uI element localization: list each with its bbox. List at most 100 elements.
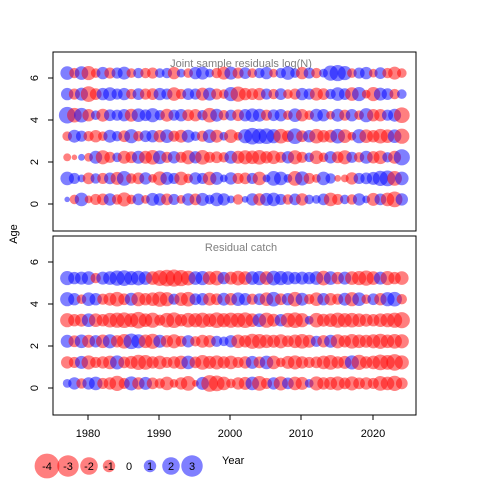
legend-label: 1 bbox=[147, 461, 153, 473]
residual-bubble bbox=[303, 67, 315, 79]
legend-title: Year bbox=[222, 455, 245, 467]
residual-bubble bbox=[147, 67, 159, 79]
residual-bubble bbox=[132, 193, 145, 206]
residual-bubble bbox=[317, 109, 330, 122]
residual-bubble bbox=[352, 193, 366, 206]
panel-bottom-bubbles bbox=[60, 269, 410, 392]
residual-bubble bbox=[176, 68, 186, 78]
residual-bubble bbox=[274, 109, 287, 122]
residual-bubble bbox=[393, 312, 410, 329]
legend-label: -1 bbox=[104, 461, 114, 473]
residual-bubble bbox=[210, 171, 224, 185]
legend-label: 2 bbox=[168, 461, 174, 473]
residual-bubble bbox=[224, 129, 238, 143]
residual-bubble bbox=[266, 355, 281, 370]
residual-bubble bbox=[332, 193, 344, 205]
legend-bubble bbox=[181, 455, 203, 477]
legend-bubble bbox=[80, 457, 98, 475]
panel-top-yaxis: 0 2 4 6 bbox=[29, 75, 53, 207]
panel-top-bubbles bbox=[58, 65, 410, 208]
residual-bubble bbox=[167, 66, 181, 80]
residual-bubble bbox=[232, 194, 244, 205]
residual-bubble bbox=[281, 66, 295, 80]
panel-bottom-ytick-4: 4 bbox=[29, 301, 41, 307]
residual-bubble bbox=[393, 149, 410, 166]
residual-bubble bbox=[71, 154, 78, 161]
residual-bubble bbox=[393, 107, 410, 124]
residual-bubble bbox=[82, 109, 95, 122]
residual-bubble bbox=[63, 153, 72, 162]
legend-label: -2 bbox=[84, 461, 94, 473]
legend-bubble bbox=[143, 459, 157, 473]
residual-bubble bbox=[397, 89, 407, 99]
xtick-1990: 1990 bbox=[147, 428, 171, 440]
residual-bubble bbox=[260, 66, 273, 80]
residual-bubble bbox=[226, 195, 235, 204]
residual-bubble bbox=[295, 109, 309, 122]
residual-bubble bbox=[117, 192, 132, 207]
panel-bottom-yaxis: 0 2 4 6 bbox=[29, 259, 53, 391]
legend-label: -3 bbox=[63, 461, 73, 473]
panel-top-frame bbox=[52, 51, 417, 232]
y-axis-title: Age bbox=[8, 224, 20, 244]
residual-bubble bbox=[395, 171, 409, 186]
panel-top-ytick-4: 4 bbox=[29, 117, 41, 123]
residual-bubble bbox=[217, 193, 230, 206]
legend-label: -4 bbox=[42, 461, 52, 473]
residual-bubble bbox=[269, 68, 278, 78]
size-legend: -4 -3 -2 -1 0 1 2 3 bbox=[34, 453, 203, 479]
legend-bubble bbox=[34, 453, 60, 479]
legend-bubble bbox=[57, 455, 79, 477]
legend-label: 3 bbox=[189, 461, 195, 473]
residual-bubble bbox=[360, 66, 373, 80]
residual-bubble bbox=[295, 313, 310, 328]
residual-bubble bbox=[337, 66, 352, 81]
residual-bubble bbox=[338, 129, 352, 143]
residual-bubble bbox=[168, 193, 180, 205]
residual-bubble bbox=[196, 192, 209, 206]
panel-top: Joint sample residuals log(N) 0 2 4 6 bbox=[29, 51, 417, 232]
residual-bubble bbox=[295, 193, 309, 206]
residual-bubble bbox=[346, 151, 358, 163]
residual-bubble bbox=[274, 171, 288, 186]
residual-bubble bbox=[397, 68, 407, 78]
residual-bubble bbox=[295, 376, 309, 390]
residual-bubble bbox=[239, 67, 252, 79]
xtick-2010: 2010 bbox=[289, 428, 313, 440]
residual-bubble bbox=[104, 151, 116, 163]
residual-bubble bbox=[395, 271, 409, 285]
residual-bubble bbox=[74, 192, 89, 207]
residual-bubble bbox=[68, 172, 80, 184]
residual-bubble bbox=[210, 129, 224, 143]
residual-bubble bbox=[247, 68, 258, 78]
residual-bubble bbox=[126, 68, 137, 78]
residual-bubble bbox=[64, 196, 70, 203]
residual-bubble bbox=[196, 66, 209, 80]
residual-bubble bbox=[296, 151, 308, 163]
residual-bubble bbox=[181, 129, 195, 143]
residual-bubble bbox=[325, 173, 336, 184]
residual-bubble bbox=[133, 67, 144, 79]
residual-bubble bbox=[352, 292, 366, 306]
residual-bubble bbox=[180, 376, 196, 391]
panel-top-ytick-2: 2 bbox=[29, 159, 41, 165]
residual-bubble bbox=[340, 194, 350, 205]
residual-bubble bbox=[252, 171, 267, 186]
residual-bubble bbox=[395, 193, 408, 206]
residual-bubble bbox=[352, 87, 367, 102]
residual-bubble bbox=[304, 194, 315, 205]
legend-bubble bbox=[162, 457, 180, 475]
residual-bubble bbox=[160, 376, 174, 391]
residual-bubble bbox=[78, 153, 85, 161]
residual-bubble bbox=[395, 377, 408, 390]
residual-bubble bbox=[394, 128, 410, 144]
residual-bubble bbox=[394, 334, 409, 349]
residual-bubble bbox=[155, 68, 165, 78]
panel-bottom: Residual catch 0 2 4 6 1980 1990 2000 20… bbox=[29, 235, 417, 440]
residual-bubble bbox=[274, 88, 287, 100]
residual-bubble bbox=[205, 68, 214, 78]
xtick-2020: 2020 bbox=[361, 428, 385, 440]
residual-bubble bbox=[117, 66, 131, 80]
residual-bubble bbox=[211, 88, 223, 100]
